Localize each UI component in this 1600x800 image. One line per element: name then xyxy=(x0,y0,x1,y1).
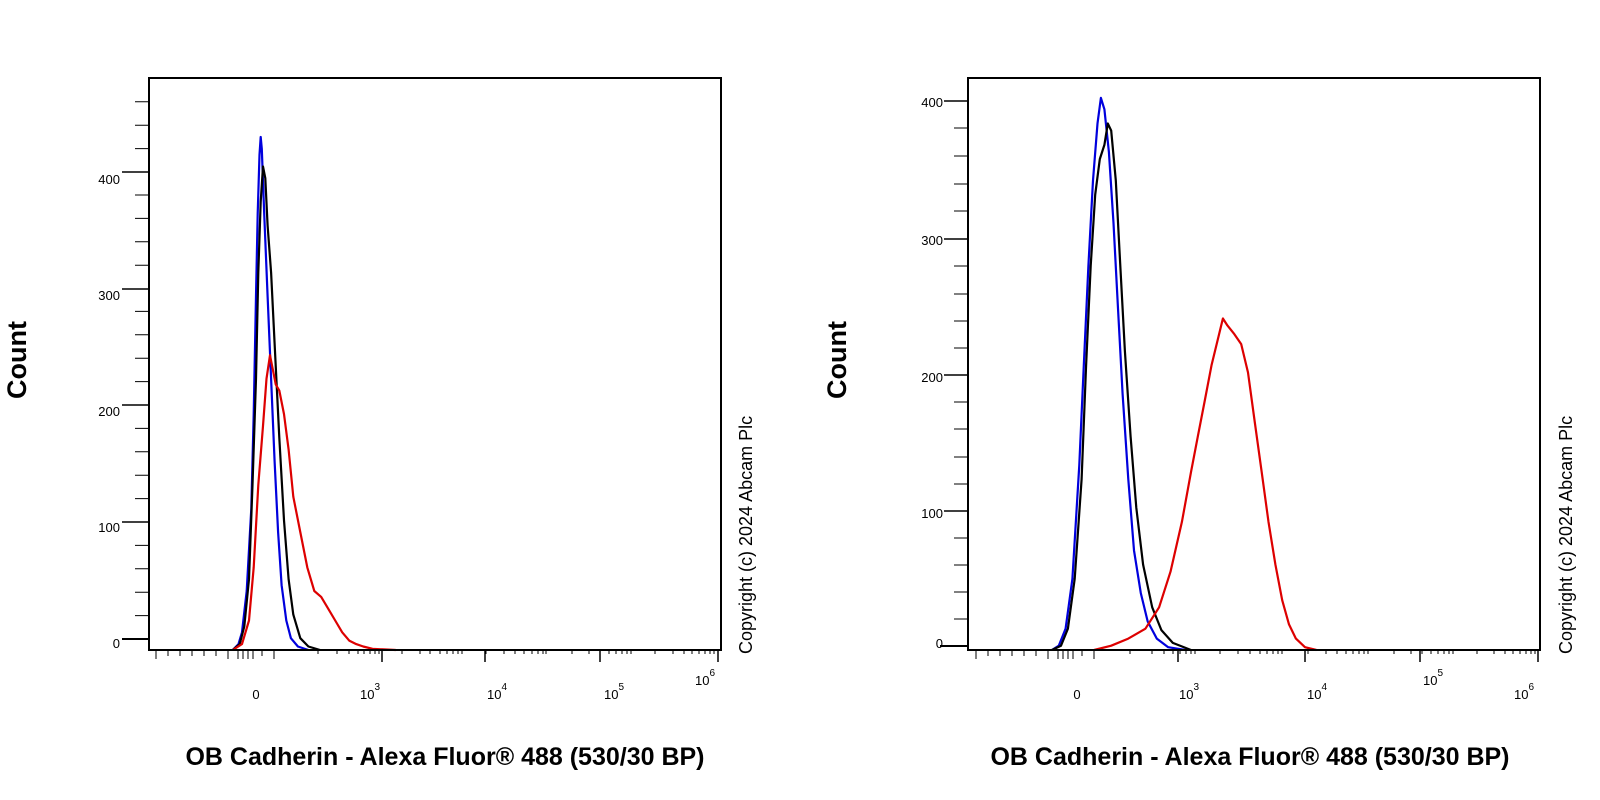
histogram-series-blue xyxy=(1051,96,1186,652)
series-layer xyxy=(231,135,396,652)
x-tick-label: 0 xyxy=(252,687,259,702)
x-tick-label: 0 xyxy=(1073,687,1080,702)
histogram-series-red xyxy=(1093,317,1317,652)
y-tick-label: 200 xyxy=(921,370,943,385)
y-tick-label: 400 xyxy=(921,95,943,110)
y-tick-label: 400 xyxy=(98,172,120,187)
copyright-notice: Copyright (c) 2024 Abcam Plc xyxy=(1556,416,1576,654)
y-tick-label: 200 xyxy=(98,404,120,419)
x-tick-label: 105 xyxy=(1423,668,1443,688)
y-tick-label: 100 xyxy=(98,520,120,535)
x-tick-label: 104 xyxy=(487,682,507,702)
x-axis-title: OB Cadherin - Alexa Fluor® 488 (530/30 B… xyxy=(990,743,1509,771)
x-tick-label: 103 xyxy=(1179,682,1199,702)
x-tick-label: 106 xyxy=(695,668,715,688)
x-tick-label: 104 xyxy=(1307,682,1327,702)
y-tick-label: 100 xyxy=(921,506,943,521)
histogram-panel-2: Count 0 100 200 300 400 0 103 104 105 10… xyxy=(822,77,1576,771)
y-axis: 0 100 200 300 400 xyxy=(98,101,149,651)
histogram-series-black xyxy=(231,165,321,652)
x-tick-label: 106 xyxy=(1514,682,1534,702)
y-axis: 0 100 200 300 400 xyxy=(921,95,968,651)
x-tick-label: 103 xyxy=(360,682,380,702)
copyright-notice: Copyright (c) 2024 Abcam Plc xyxy=(736,416,756,654)
y-tick-label: 0 xyxy=(936,636,943,651)
series-layer xyxy=(1051,96,1317,652)
x-axis: 0 103 104 105 106 xyxy=(155,650,719,702)
histogram-series-blue xyxy=(231,135,309,652)
y-axis-title: Count xyxy=(822,321,852,399)
x-axis-title: OB Cadherin - Alexa Fluor® 488 (530/30 B… xyxy=(185,743,704,771)
histogram-series-red xyxy=(232,354,396,652)
y-tick-label: 0 xyxy=(113,636,120,651)
x-tick-label: 105 xyxy=(604,682,624,702)
histogram-series-black xyxy=(1051,122,1192,652)
plot-frame xyxy=(148,77,722,651)
y-tick-label: 300 xyxy=(98,288,120,303)
x-axis: 0 103 104 105 106 xyxy=(975,650,1539,702)
y-tick-label: 300 xyxy=(921,233,943,248)
plot-frame xyxy=(967,77,1541,651)
y-axis-title: Count xyxy=(2,321,32,399)
histogram-panel-1: Count 0 100 200 300 400 0 103 104 105 10… xyxy=(2,77,756,771)
